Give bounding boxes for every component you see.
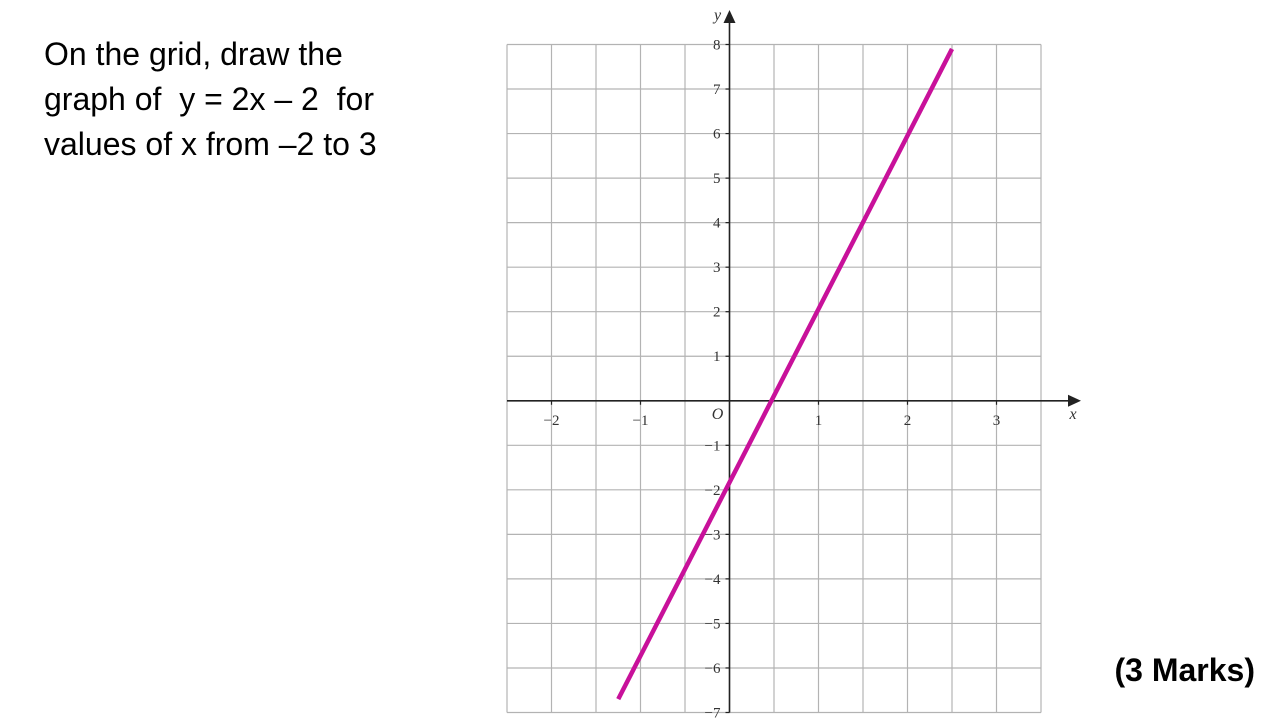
y-tick-label: 4 — [713, 216, 721, 232]
y-axis-arrow-icon — [723, 10, 736, 23]
question-line-1: On the grid, draw the — [44, 36, 343, 72]
y-tick-label: 5 — [713, 171, 721, 187]
y-tick-label: −3 — [705, 527, 721, 543]
x-tick-label: 1 — [815, 413, 823, 429]
question-line-3: values of x from –2 to 3 — [44, 126, 377, 162]
x-tick-label: 2 — [904, 413, 912, 429]
y-tick-label: 2 — [713, 305, 721, 321]
y-tick-label: −5 — [705, 616, 721, 632]
y-tick-label: 7 — [713, 82, 721, 98]
y-tick-label: −2 — [705, 483, 721, 499]
x-axis-arrow-icon — [1068, 394, 1081, 407]
marks-label: (3 Marks) — [1114, 652, 1256, 688]
series-line — [616, 47, 955, 701]
x-tick-label: −1 — [633, 413, 649, 429]
y-tick-label: −1 — [705, 438, 721, 454]
axes — [507, 10, 1081, 714]
y-tick-label: −6 — [705, 661, 721, 677]
y-tick-label: −7 — [705, 706, 721, 720]
y-tick-label: −4 — [705, 572, 721, 588]
y-axis-label: y — [712, 7, 722, 24]
x-axis-label: x — [1068, 406, 1076, 423]
y-tick-label: 1 — [713, 349, 721, 365]
tick-labels: 8 7 6 5 4 3 2 1 −1 −2 −3 −4 −5 −6 −7 −2 −1 1 2 3 O x y — [544, 7, 1077, 720]
origin-label: O — [712, 406, 724, 423]
question-line-2: graph of y = 2x – 2 for — [44, 81, 374, 117]
y-tick-label: 6 — [713, 127, 721, 143]
x-tick-label: 3 — [993, 413, 1001, 429]
question-text: On the grid, draw the graph of y = 2x – … — [44, 32, 464, 167]
grid-lines — [506, 43, 1042, 714]
series-lines — [616, 47, 955, 701]
y-tick-label: 3 — [713, 260, 721, 276]
x-tick-label: −2 — [544, 413, 560, 429]
y-tick-label: 8 — [713, 38, 721, 54]
